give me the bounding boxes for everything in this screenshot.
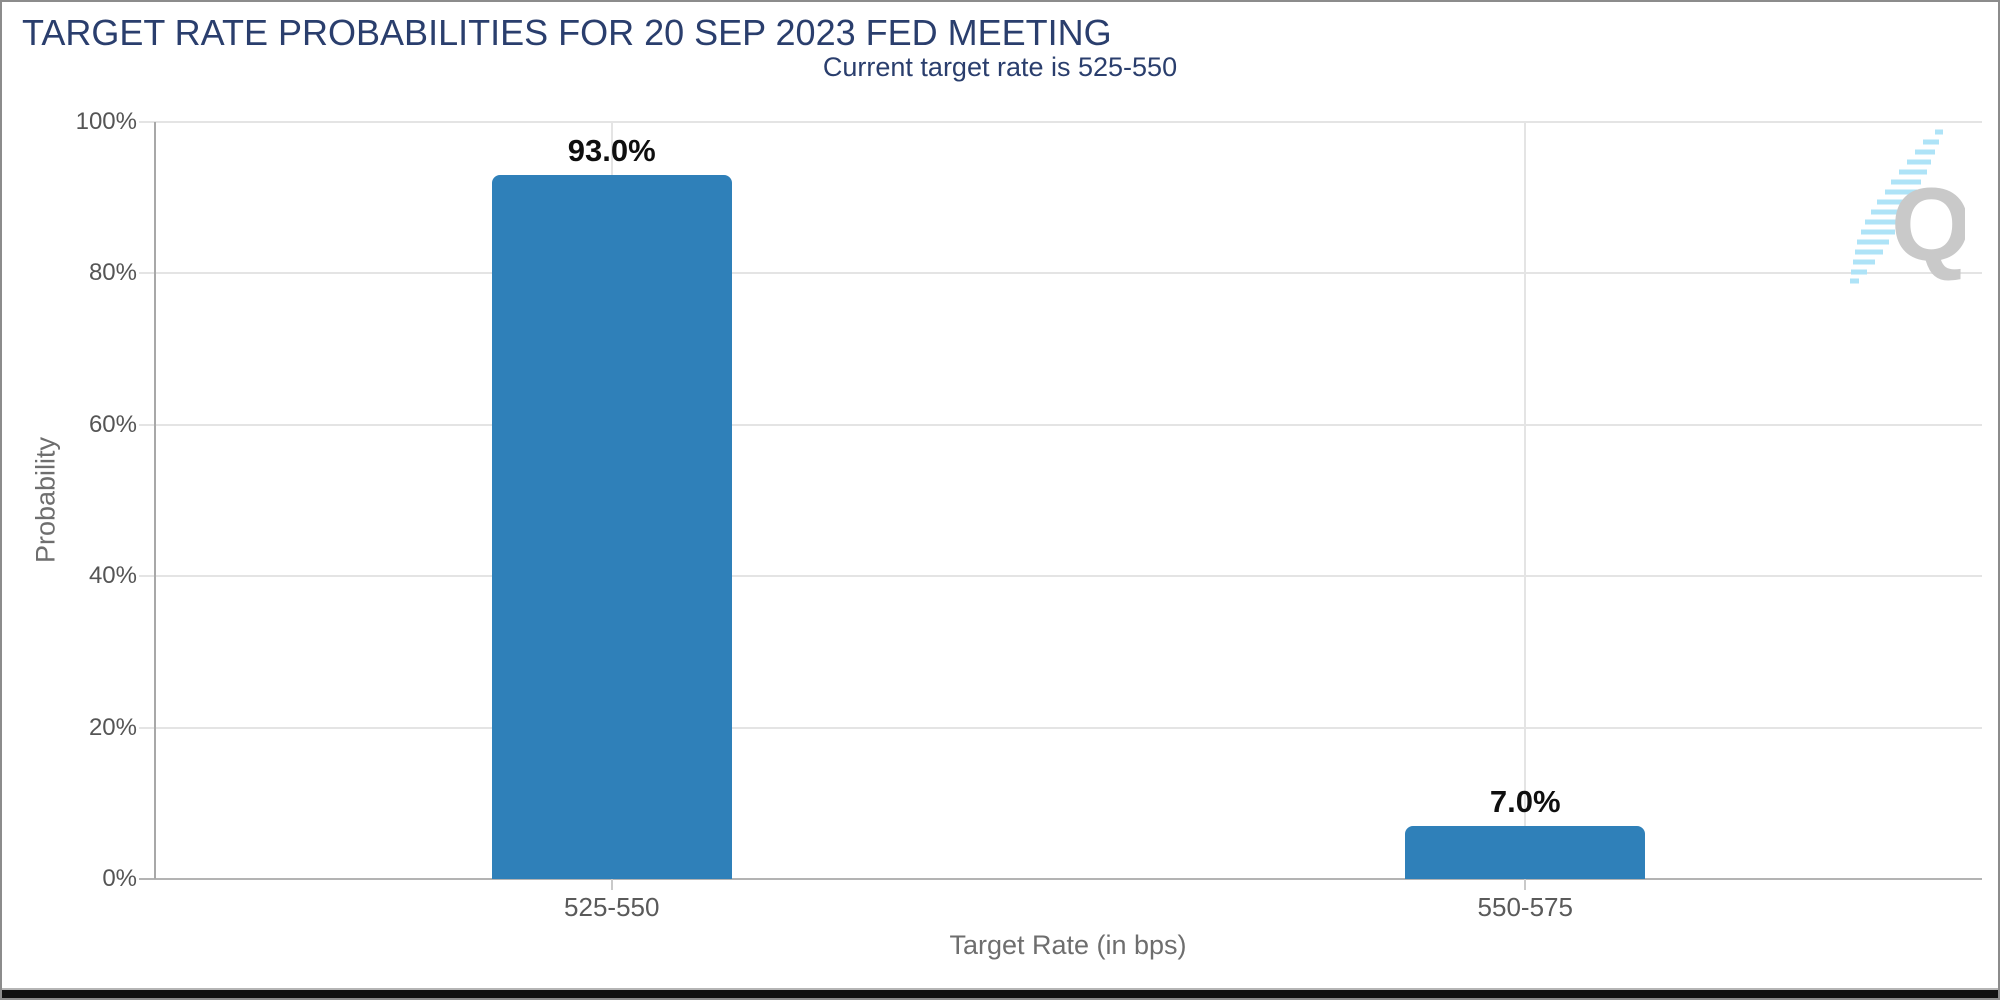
bottom-divider [2, 988, 1998, 990]
y-gridline [139, 121, 1982, 123]
y-axis-line [154, 122, 156, 879]
logo-letter: Q [1891, 167, 1965, 283]
x-gridline [1524, 122, 1527, 879]
y-tick-label: 100% [75, 108, 137, 135]
chart-subtitle: Current target rate is 525-550 [822, 52, 1178, 82]
x-tick-label: 525-550 [564, 892, 660, 922]
y-gridline [139, 423, 1982, 426]
bar-value-label: 93.0% [567, 132, 656, 168]
y-tick-label: 20% [88, 713, 137, 741]
y-gridline [139, 575, 1982, 578]
y-tick-label: 40% [88, 562, 137, 590]
x-axis-tick [1524, 879, 1527, 890]
y-tick-label: 80% [88, 259, 137, 287]
y-gridline [139, 272, 1982, 275]
y-gridline [139, 726, 1982, 729]
logo-q-icon: Q [1850, 129, 1965, 284]
bar-525-550[interactable] [491, 174, 732, 879]
x-axis-baseline [139, 878, 1982, 880]
x-tick-label: 550-575 [1477, 892, 1573, 922]
bar-value-label: 7.0% [1489, 784, 1561, 819]
y-tick-label: 0% [102, 865, 137, 892]
y-axis-title: Probability [30, 436, 61, 564]
bar-550-575[interactable] [1405, 826, 1646, 879]
chart-title: TARGET RATE PROBABILITIES FOR 20 SEP 202… [22, 12, 1112, 53]
x-axis-tick [610, 879, 613, 890]
y-tick-label: 60% [88, 410, 137, 438]
bottom-bar [2, 990, 1998, 998]
x-axis-title: Target Rate (in bps) [949, 930, 1187, 960]
